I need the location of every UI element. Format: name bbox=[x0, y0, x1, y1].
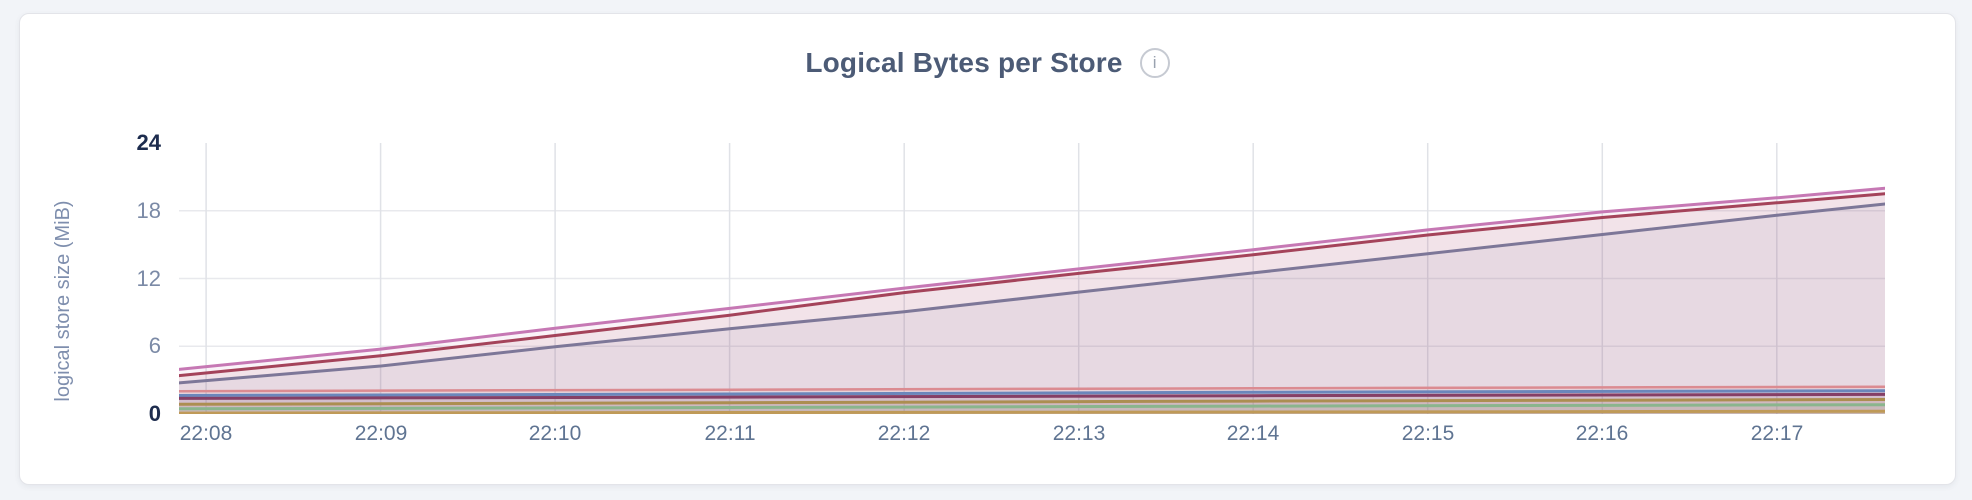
series-line-series-6[interactable] bbox=[179, 392, 1885, 400]
y-tick-label: 6 bbox=[148, 333, 161, 358]
x-tick-label: 22:12 bbox=[877, 422, 931, 445]
x-tick-label: 22:13 bbox=[1052, 422, 1106, 445]
x-tick-label: 22:15 bbox=[1401, 422, 1455, 445]
series-area-series-3 bbox=[179, 204, 1885, 414]
plot-area[interactable] bbox=[179, 143, 1885, 414]
series-line-series-1[interactable] bbox=[179, 186, 1885, 371]
series-line-series-5[interactable] bbox=[179, 389, 1885, 397]
series-line-series-4[interactable] bbox=[179, 385, 1885, 393]
y-tick-label: 18 bbox=[136, 198, 161, 223]
chart-card: Logical Bytes per Store i logical store … bbox=[19, 13, 1956, 485]
series-line-series-2[interactable] bbox=[179, 192, 1885, 378]
series-line-series-8[interactable] bbox=[179, 403, 1885, 411]
y-tick-label: 24 bbox=[136, 130, 161, 155]
chart-header: Logical Bytes per Store i bbox=[20, 47, 1955, 79]
series-line-series-3[interactable] bbox=[179, 202, 1885, 385]
series-line-series-7[interactable] bbox=[179, 398, 1885, 406]
info-icon[interactable]: i bbox=[1139, 48, 1170, 78]
x-tick-label: 22:08 bbox=[179, 422, 233, 445]
y-tick-label: 0 bbox=[148, 401, 161, 426]
x-tick-label: 22:09 bbox=[354, 422, 408, 445]
chart-title: Logical Bytes per Store bbox=[805, 47, 1123, 78]
x-tick-label: 22:14 bbox=[1226, 422, 1280, 445]
y-tick-label: 12 bbox=[136, 266, 161, 291]
series-line-series-9[interactable] bbox=[179, 409, 1885, 414]
x-tick-label: 22:17 bbox=[1750, 422, 1804, 445]
y-axis-title: logical store size (MiB) bbox=[52, 200, 74, 402]
x-tick-label: 22:11 bbox=[704, 422, 756, 445]
series-area-series-1 bbox=[179, 188, 1885, 414]
x-tick-label: 22:16 bbox=[1575, 422, 1629, 445]
x-tick-label: 22:10 bbox=[528, 422, 582, 445]
